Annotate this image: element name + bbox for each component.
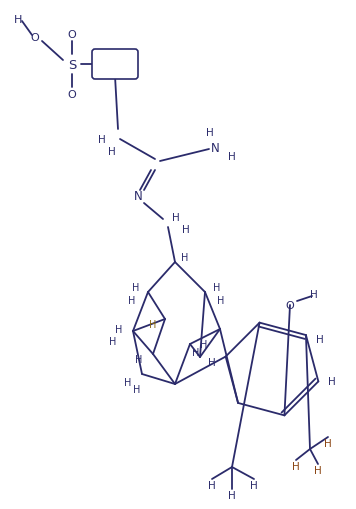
- Text: H: H: [124, 377, 132, 387]
- Text: H: H: [172, 213, 180, 222]
- Text: H: H: [132, 282, 140, 293]
- Text: H: H: [217, 295, 225, 305]
- Text: H: H: [250, 480, 258, 490]
- Text: H: H: [329, 377, 336, 387]
- Text: H: H: [206, 128, 214, 138]
- Text: H: H: [200, 340, 208, 349]
- Text: H: H: [228, 152, 236, 162]
- Text: H: H: [115, 324, 123, 334]
- Text: O: O: [286, 300, 294, 310]
- Text: H: H: [135, 354, 143, 364]
- Text: S: S: [68, 59, 76, 71]
- Text: H: H: [310, 290, 318, 299]
- Text: O: O: [31, 33, 40, 43]
- FancyBboxPatch shape: [92, 50, 138, 80]
- Text: H: H: [108, 147, 116, 157]
- Text: H: H: [324, 438, 332, 448]
- Text: H: H: [228, 490, 236, 500]
- Text: H: H: [208, 357, 215, 367]
- Text: H: H: [98, 135, 106, 145]
- Text: H: H: [182, 224, 190, 235]
- Text: H: H: [14, 15, 22, 25]
- Text: H: H: [109, 336, 117, 346]
- Text: N: N: [211, 141, 219, 154]
- Text: H: H: [192, 347, 200, 357]
- Text: H: H: [316, 334, 324, 345]
- Text: H: H: [133, 384, 141, 394]
- Text: H: H: [292, 461, 300, 471]
- Text: H: H: [181, 252, 189, 263]
- Text: N: N: [134, 190, 142, 203]
- Text: H: H: [213, 282, 221, 293]
- Text: H: H: [314, 465, 322, 475]
- Text: O: O: [68, 30, 77, 40]
- Text: O: O: [68, 90, 77, 100]
- Text: H: H: [149, 319, 157, 329]
- Text: H: H: [208, 480, 216, 490]
- Text: H: H: [128, 295, 136, 305]
- Text: Abs: Abs: [105, 60, 125, 70]
